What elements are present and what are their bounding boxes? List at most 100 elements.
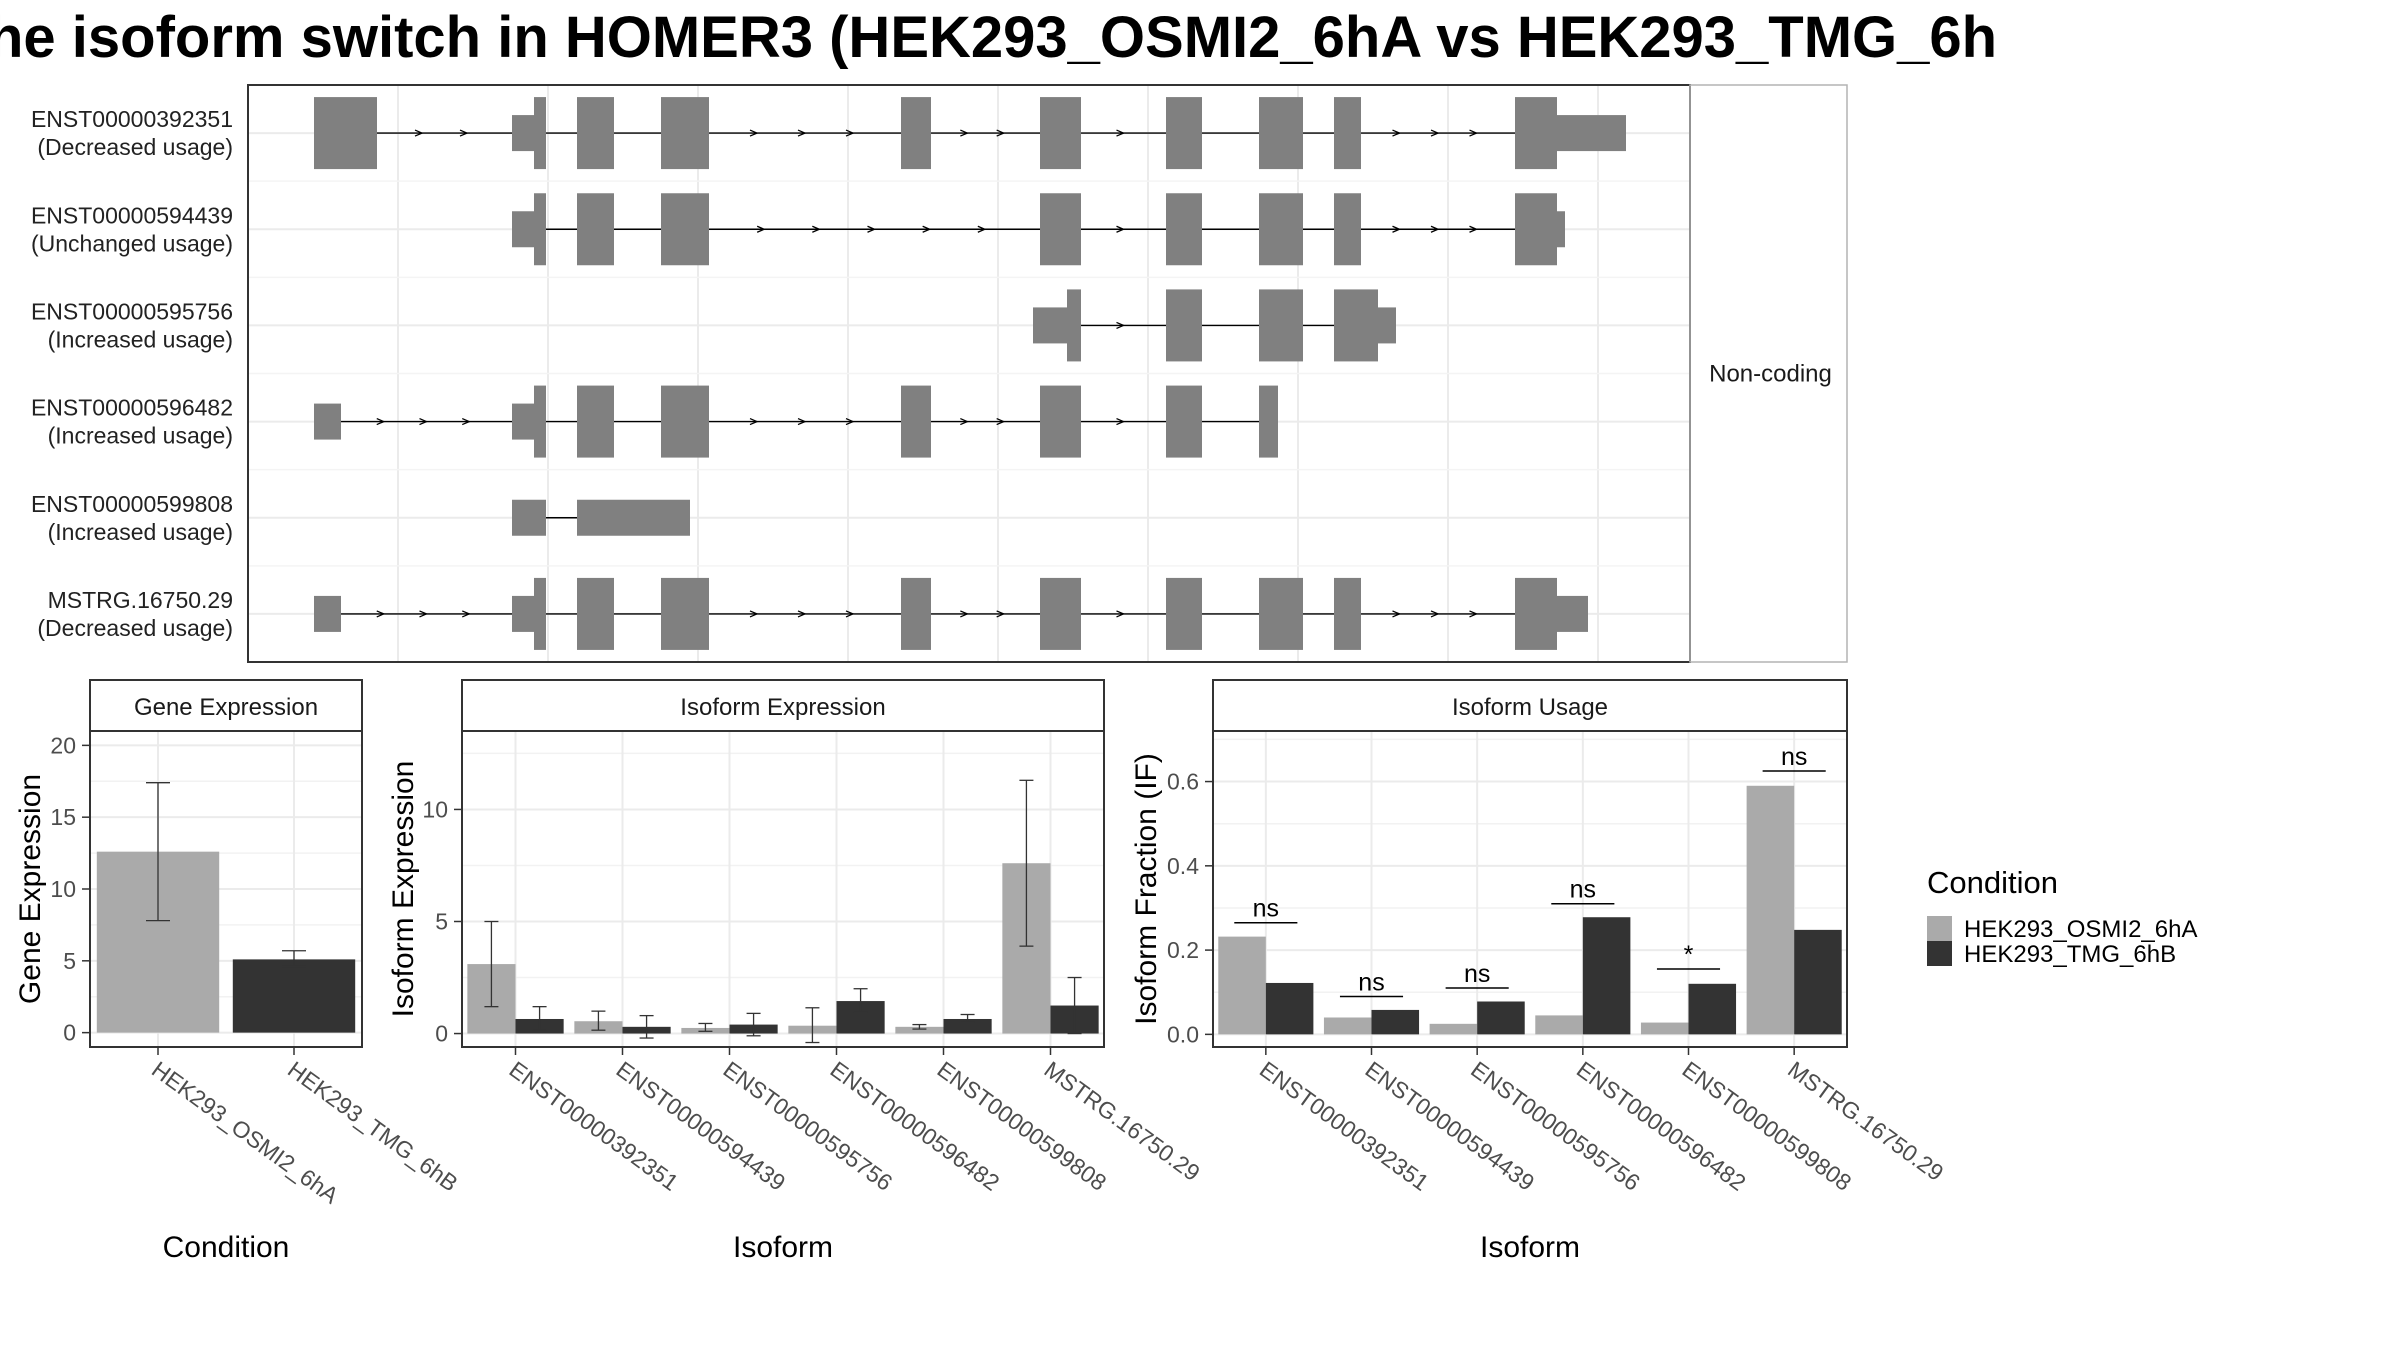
transcript-label: ENST00000594439 (31, 202, 233, 228)
y-tick-label: 20 (50, 732, 76, 758)
exon (1259, 385, 1278, 458)
exon (1259, 193, 1303, 266)
intron-arrow (996, 417, 1006, 426)
intron-arrow (996, 129, 1006, 137)
exon (534, 385, 546, 458)
facet-strip-label: Non-coding (1709, 361, 1832, 388)
x-tick-label: ENST00000595756 (1466, 1056, 1645, 1196)
exon (1515, 577, 1557, 650)
exon (1166, 97, 1202, 170)
exon (1033, 307, 1067, 344)
intron-arrow (922, 225, 932, 233)
exon (1166, 193, 1202, 266)
y-tick-label: 0 (63, 1020, 76, 1046)
exon (1334, 97, 1361, 170)
intron-arrow (1392, 610, 1402, 618)
intron-arrow (960, 129, 969, 137)
x-tick-label: ENST00000599808 (1678, 1056, 1857, 1196)
y-tick-label: 0.0 (1167, 1021, 1199, 1047)
intron-arrow (1430, 610, 1440, 618)
transcript-ENST00000392351 (314, 97, 1626, 170)
bar (1582, 917, 1631, 1035)
transcript-usage-label: (Increased usage) (48, 423, 233, 449)
intron-arrow (1469, 225, 1479, 233)
intron-arrow (461, 417, 471, 426)
exon (901, 577, 931, 650)
intron-arrow (812, 225, 821, 233)
intron-arrow (414, 129, 424, 137)
y-tick-label: 0 (435, 1021, 448, 1047)
y-axis-title: Gene Expression (14, 774, 47, 1004)
intron-arrow (1116, 225, 1126, 233)
exon (1166, 385, 1202, 458)
x-tick-label: ENST00000594439 (1361, 1056, 1540, 1196)
bar (1218, 936, 1266, 1035)
transcript-label: ENST00000596482 (31, 395, 233, 421)
intron-arrow (1116, 610, 1126, 618)
exon (1557, 595, 1588, 632)
transcript-usage-label: (Increased usage) (48, 519, 233, 545)
transcript-ENST00000595756 (1033, 289, 1396, 362)
intron-arrow (797, 129, 807, 137)
facet-strip (1689, 84, 1848, 663)
intron-arrow (960, 417, 969, 426)
panel-strip-label: Isoform Expression (680, 694, 885, 721)
intron-arrow (756, 225, 766, 233)
exon (661, 193, 709, 266)
exon (1166, 289, 1202, 362)
intron-arrow (376, 610, 386, 618)
transcript-label: ENST00000392351 (31, 106, 233, 132)
legend-label: HEK293_OSMI2_6hA (1964, 916, 2197, 943)
exon (314, 97, 377, 170)
intron-arrow (461, 610, 471, 618)
y-axis-title: Isoform Fraction (IF) (1130, 753, 1163, 1025)
intron-arrow (996, 610, 1006, 618)
exon (577, 97, 614, 170)
exon (1040, 193, 1081, 266)
transcript-usage-label: (Unchanged usage) (31, 230, 233, 256)
exon (1334, 193, 1361, 266)
intron-arrow (845, 610, 855, 618)
exon (577, 499, 690, 536)
exon (1259, 97, 1303, 170)
y-tick-label: 0.4 (1167, 853, 1199, 879)
intron-arrow (1430, 225, 1440, 233)
bar (1640, 1022, 1689, 1035)
exon (512, 499, 546, 536)
panel-2: ns ns ns ns * ns Isoform Usage 0.0 0.2 0.4 0.6 ENST… (1130, 679, 1948, 1264)
intron-arrow (1430, 129, 1440, 137)
exon (314, 595, 341, 632)
intron-arrow (797, 610, 807, 618)
exon (512, 403, 534, 440)
panel-strip (1212, 679, 1848, 732)
intron-arrow (459, 129, 469, 137)
exon (901, 385, 931, 458)
exon (661, 577, 709, 650)
exon (661, 97, 709, 170)
intron-arrow (977, 225, 987, 233)
bar (1688, 983, 1737, 1035)
x-axis-title: Condition (163, 1231, 290, 1264)
intron-arrow (1392, 129, 1402, 137)
bar (943, 1018, 992, 1034)
intron-arrow (419, 610, 429, 618)
x-tick-label: ENST00000392351 (1255, 1056, 1434, 1196)
exon (661, 385, 709, 458)
bar (1371, 1009, 1420, 1035)
intron-arrow (1116, 321, 1126, 330)
panel-strip (89, 679, 363, 732)
intron-arrow (419, 417, 429, 426)
bar (1794, 929, 1842, 1035)
exon (1040, 577, 1081, 650)
y-tick-label: 0.6 (1167, 769, 1199, 795)
transcript-label: ENST00000595756 (31, 298, 233, 324)
y-axis-title: Isoform Expression (387, 761, 420, 1018)
significance-label: ns (1358, 968, 1384, 996)
panel-strip-label: Isoform Usage (1452, 694, 1608, 721)
panel-strip-label: Gene Expression (134, 694, 318, 721)
intron-arrow (749, 129, 759, 137)
bar (1265, 982, 1314, 1035)
significance-label: * (1684, 941, 1694, 969)
panel-1: Isoform Expression0510ENST00000392351ENS… (387, 679, 1205, 1264)
intron-arrow (797, 417, 807, 426)
